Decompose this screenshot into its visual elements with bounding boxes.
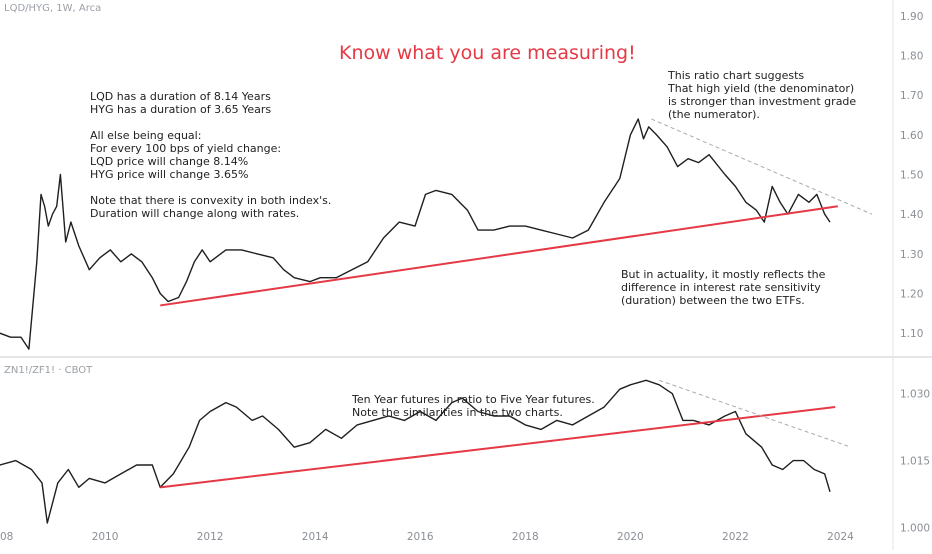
bottom-resistance-trendline xyxy=(659,379,852,448)
futures-note: Ten Year futures in ratio to Five Year f… xyxy=(352,393,595,419)
bottom-y-tick-label: 1.000 xyxy=(900,522,930,534)
x-tick-label: 2010 xyxy=(92,531,119,543)
x-tick-label: 2014 xyxy=(302,531,329,543)
x-tick-label: 2024 xyxy=(827,531,854,543)
top-symbol-label: LQD/HYG, 1W, Arca xyxy=(4,3,102,14)
actuality-note: But in actuality, it mostly reflects the… xyxy=(621,268,826,307)
top-y-tick-label: 1.60 xyxy=(900,130,923,142)
bottom-symbol-label: ZN1!/ZF1! · CBOT xyxy=(4,365,93,376)
top-y-tick-label: 1.70 xyxy=(900,90,923,102)
top-support-trendline xyxy=(160,205,838,307)
x-tick-label: 2012 xyxy=(197,531,224,543)
chart-title: Know what you are measuring! xyxy=(339,42,636,64)
top-y-tick-label: 1.10 xyxy=(900,328,923,340)
top-series-line xyxy=(0,118,831,350)
bottom-y-tick-label: 1.015 xyxy=(900,456,930,468)
bottom-pane: 1.030 1.015 1.000 xyxy=(0,379,930,534)
x-axis: 2008 2010 2012 2014 2016 2018 2020 2022 2024 xyxy=(0,531,854,543)
top-y-tick-label: 1.80 xyxy=(900,51,923,63)
x-tick-label: 2022 xyxy=(722,531,749,543)
x-tick-label: 2008 xyxy=(0,531,13,543)
bottom-support-trendline xyxy=(160,406,836,489)
ratio-note: This ratio chart suggests That high yiel… xyxy=(668,69,857,121)
top-y-tick-label: 1.90 xyxy=(900,11,923,23)
top-y-tick-label: 1.20 xyxy=(900,289,923,301)
x-tick-label: 2020 xyxy=(617,531,644,543)
duration-note: LQD has a duration of 8.14 Years HYG has… xyxy=(90,90,332,220)
x-tick-label: 2016 xyxy=(407,531,434,543)
top-y-tick-label: 1.30 xyxy=(900,249,923,261)
top-y-tick-label: 1.50 xyxy=(900,170,923,182)
top-y-tick-label: 1.40 xyxy=(900,209,923,221)
top-pane: 1.90 1.80 1.70 1.60 1.50 1.40 1.30 1.20 1.10 xyxy=(0,11,923,350)
x-tick-label: 2018 xyxy=(512,531,539,543)
bottom-y-tick-label: 1.030 xyxy=(900,389,930,401)
top-resistance-trendline xyxy=(651,118,873,215)
